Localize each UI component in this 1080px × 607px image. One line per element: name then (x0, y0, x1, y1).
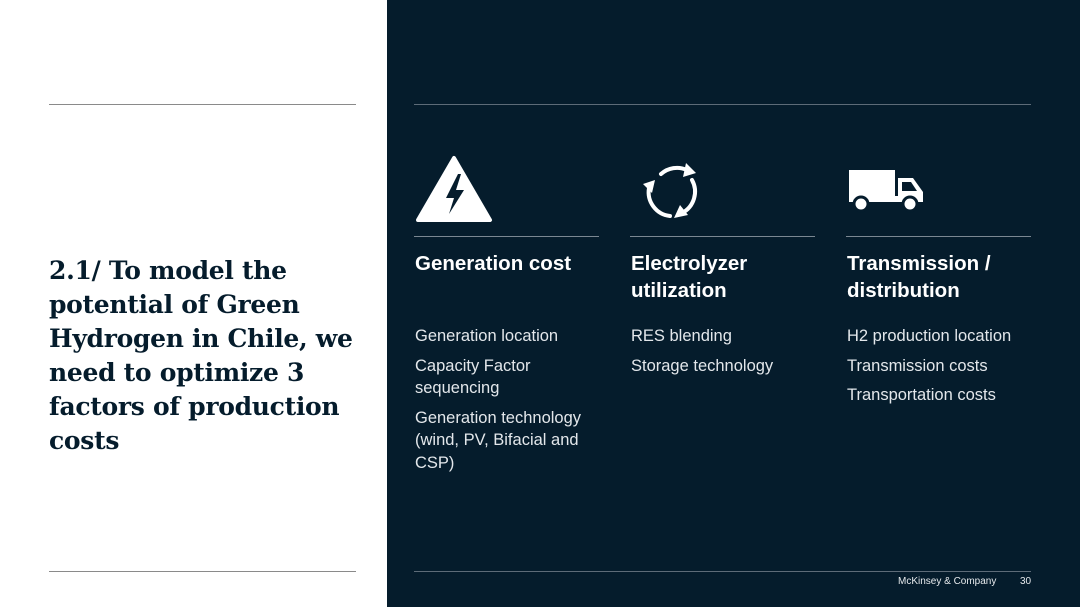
list-item: Transmission costs (847, 356, 988, 375)
cycle-arrows-icon (630, 152, 816, 230)
lightning-warning-icon (414, 152, 600, 230)
left-panel: 2.1/ To model the potential of Green Hyd… (0, 0, 387, 607)
column-electrolyzer-utilization: Electrolyzer utilization RES blending St… (630, 0, 816, 607)
column-heading: Generation cost (415, 252, 572, 275)
column-divider (414, 236, 599, 237)
list-item: H2 production location (847, 327, 1012, 345)
list-item: RES blending (631, 327, 732, 345)
factor-list: RES blending Storage technology (631, 325, 821, 384)
list-item: Capacity Factor sequencing (415, 356, 531, 398)
top-divider (49, 104, 356, 105)
page-number: 30 (1020, 576, 1032, 587)
column-generation-cost: Generation cost Generation location Capa… (414, 0, 600, 607)
list-item: Generation technology (wind, PV, Bifacia… (415, 408, 582, 472)
bottom-divider (49, 571, 356, 572)
right-panel: Generation cost Generation location Capa… (387, 0, 1080, 607)
footer-company: McKinsey & Company (898, 576, 997, 587)
column-heading: Electrolyzer utilization (631, 252, 748, 302)
list-item: Generation location (415, 327, 559, 345)
column-divider (846, 236, 1031, 237)
factor-list: H2 production location Transmission cost… (847, 325, 1037, 414)
slide-title: 2.1/ To model the potential of Green Hyd… (49, 256, 353, 455)
list-item: Transportation costs (847, 386, 996, 404)
truck-icon (846, 152, 1032, 230)
list-item: Storage technology (631, 356, 774, 375)
factor-list: Generation location Capacity Factor sequ… (415, 325, 605, 481)
column-heading: Transmission / distribution (847, 252, 991, 302)
column-divider (630, 236, 815, 237)
bottom-divider (414, 571, 1031, 572)
column-transmission-distribution: Transmission / distribution H2 productio… (846, 0, 1032, 607)
top-divider (414, 104, 1031, 105)
